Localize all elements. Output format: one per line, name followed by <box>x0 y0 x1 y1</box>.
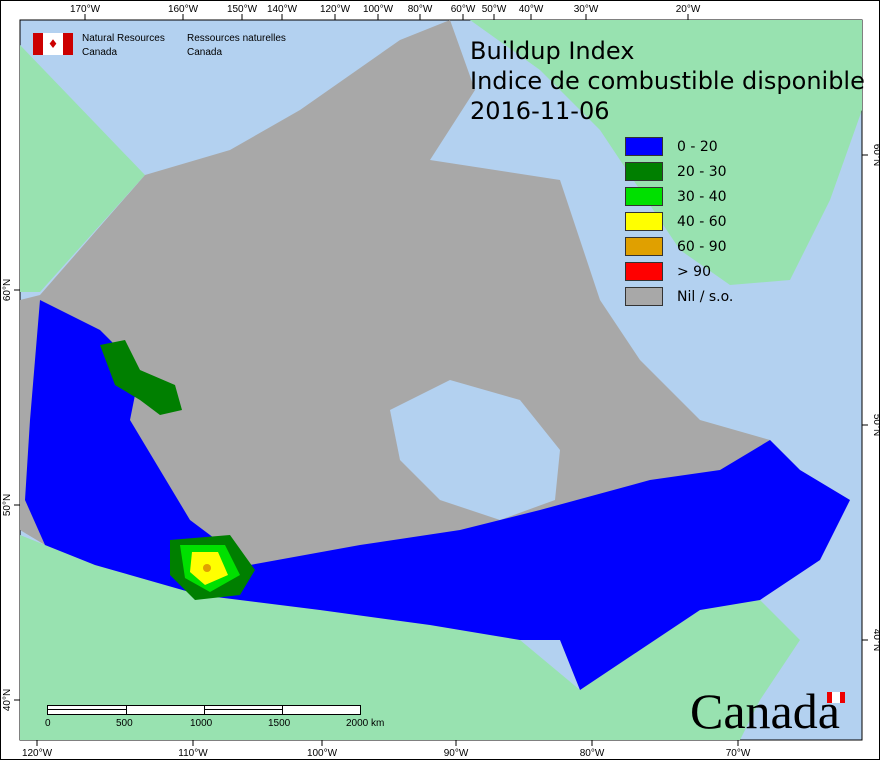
top-tick-label: 40°W <box>519 4 544 15</box>
bottom-tick-label: 70°W <box>726 748 751 759</box>
legend-item: 20 - 30 <box>625 159 733 184</box>
legend-swatch <box>625 262 663 281</box>
scale-bar <box>47 705 361 715</box>
left-tick-label: 60°N <box>2 279 13 301</box>
usa-land <box>20 535 800 740</box>
legend-swatch <box>625 187 663 206</box>
top-tick-label: 80°W <box>408 4 433 15</box>
legend-label: 30 - 40 <box>677 188 727 205</box>
legend-swatch <box>625 162 663 181</box>
left-tick-label: 50°N <box>2 494 13 516</box>
top-tick-label: 160°W <box>168 4 199 15</box>
canada-wordmark: Canada <box>690 683 840 739</box>
hudson-bay <box>390 380 560 520</box>
legend-item: 60 - 90 <box>625 234 733 259</box>
legend: 0 - 20 20 - 30 30 - 40 40 - 60 60 - 90 > 90 Ni… <box>625 134 733 309</box>
legend-label: Nil / s.o. <box>677 288 734 305</box>
map-title: Buildup Index Indice de combustible dispo… <box>470 37 865 125</box>
nrcan-fr: Ressources naturelles Canada <box>187 33 286 58</box>
legend-label: 60 - 90 <box>677 238 727 255</box>
scale-label: 2000 km <box>346 718 385 729</box>
top-tick-label: 30°W <box>574 4 599 15</box>
right-tick-label: 60°N <box>871 144 880 166</box>
left-tick-label: 40°N <box>2 689 13 711</box>
canada-flag-icon: ♦ <box>33 33 73 55</box>
wordmark-flag-icon <box>827 692 845 703</box>
bottom-tick-label: 80°W <box>580 748 605 759</box>
scale-label: 500 <box>116 718 133 729</box>
legend-swatch <box>625 287 663 306</box>
legend-label: > 90 <box>677 263 711 280</box>
legend-item: > 90 <box>625 259 733 284</box>
top-tick-label: 60°W <box>451 4 476 15</box>
greenland-land <box>470 20 862 285</box>
bui-60-90 <box>203 564 211 572</box>
legend-item: Nil / s.o. <box>625 284 733 309</box>
nrcan-en: Natural Resources Canada <box>82 33 165 58</box>
legend-item: 0 - 20 <box>625 134 733 159</box>
top-tick-label: 50°W <box>482 4 507 15</box>
right-tick-label: 50°N <box>871 414 880 436</box>
scale-label: 1000 <box>190 718 213 729</box>
legend-label: 20 - 30 <box>677 163 727 180</box>
legend-label: 40 - 60 <box>677 213 727 230</box>
bui-20-30-north <box>100 340 182 415</box>
legend-label: 0 - 20 <box>677 138 718 155</box>
right-tick-label: 40°N <box>871 629 880 651</box>
top-tick-label: 140°W <box>267 4 298 15</box>
bottom-tick-label: 100°W <box>307 748 338 759</box>
top-tick-label: 20°W <box>676 4 701 15</box>
legend-swatch <box>625 237 663 256</box>
top-tick-label: 150°W <box>227 4 258 15</box>
bottom-tick-label: 120°W <box>22 748 53 759</box>
legend-item: 40 - 60 <box>625 209 733 234</box>
legend-item: 30 - 40 <box>625 184 733 209</box>
top-tick-label: 170°W <box>70 4 101 15</box>
top-tick-label: 100°W <box>363 4 394 15</box>
legend-swatch <box>625 212 663 231</box>
bottom-tick-label: 90°W <box>444 748 469 759</box>
top-tick-label: 120°W <box>320 4 351 15</box>
legend-swatch <box>625 137 663 156</box>
alaska-land <box>20 45 145 292</box>
bottom-tick-label: 110°W <box>178 748 208 759</box>
scale-label: 1500 <box>268 718 291 729</box>
scale-label: 0 <box>45 718 51 729</box>
